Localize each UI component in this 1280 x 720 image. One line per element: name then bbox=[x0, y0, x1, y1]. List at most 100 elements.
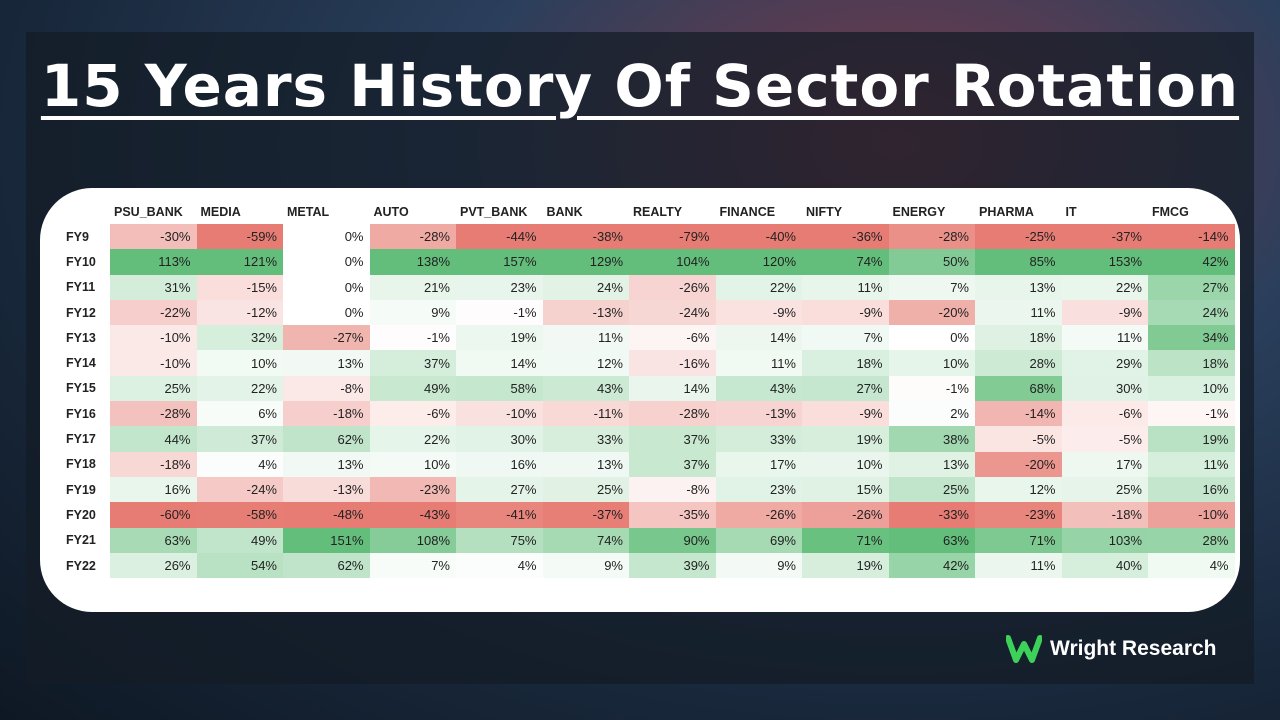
cell: 71% bbox=[802, 527, 889, 553]
cell: 90% bbox=[629, 527, 716, 553]
cell: -28% bbox=[369, 224, 456, 250]
cell: 103% bbox=[1061, 527, 1148, 553]
cell: -27% bbox=[283, 325, 370, 351]
cell: 10% bbox=[802, 451, 889, 477]
cell: 9% bbox=[369, 299, 456, 326]
cell: -9% bbox=[715, 299, 802, 326]
cell: 11% bbox=[975, 552, 1062, 579]
table-row: FY9 -30% -59% 0% -28% -44% -38% -79% -40% -36% -28… bbox=[60, 224, 1235, 250]
cell: 37% bbox=[196, 426, 283, 452]
cell: -9% bbox=[1061, 299, 1148, 326]
row-label: FY16 bbox=[66, 406, 96, 421]
cell: -18% bbox=[283, 401, 370, 427]
cell: 23% bbox=[456, 274, 543, 300]
cell: 42% bbox=[1148, 249, 1235, 275]
column-header: PHARMA bbox=[979, 205, 1034, 219]
cell: 22% bbox=[196, 375, 283, 402]
cell: 28% bbox=[975, 350, 1062, 376]
cell: 62% bbox=[283, 552, 370, 579]
cell: 151% bbox=[283, 527, 370, 553]
cell: 0% bbox=[283, 299, 370, 326]
cell: -1% bbox=[888, 375, 975, 402]
cell: 27% bbox=[456, 476, 543, 503]
cell: -36% bbox=[802, 224, 889, 250]
cell: 14% bbox=[456, 350, 543, 376]
cell: 15% bbox=[802, 476, 889, 503]
row-label: FY9 bbox=[66, 229, 89, 244]
cell: -6% bbox=[369, 401, 456, 427]
cell: 37% bbox=[629, 451, 716, 477]
cell: -37% bbox=[1061, 224, 1148, 250]
cell: -10% bbox=[110, 350, 197, 376]
cell: -41% bbox=[456, 502, 543, 528]
row-label: FY13 bbox=[66, 330, 96, 345]
cell: -48% bbox=[283, 502, 370, 528]
cell: 13% bbox=[283, 350, 370, 376]
cell: 0% bbox=[283, 274, 370, 300]
column-header: IT bbox=[1065, 205, 1077, 219]
cell: 4% bbox=[1148, 552, 1235, 579]
cell: 11% bbox=[802, 274, 889, 300]
cell: 113% bbox=[110, 249, 197, 275]
cell: 11% bbox=[1061, 325, 1148, 351]
column-header: FMCG bbox=[1152, 205, 1189, 219]
table-row: FY20 -60% -58% -48% -43% -41% -37% -35% -26% -26%… bbox=[60, 502, 1235, 528]
cell: 19% bbox=[456, 325, 543, 351]
cell: -6% bbox=[629, 325, 716, 351]
cell: -9% bbox=[802, 401, 889, 427]
cell: -44% bbox=[456, 224, 543, 250]
cell: 0% bbox=[283, 249, 370, 275]
cell: 27% bbox=[1148, 274, 1235, 300]
cell: 22% bbox=[369, 426, 456, 452]
cell: 17% bbox=[715, 451, 802, 477]
cell: 74% bbox=[802, 249, 889, 275]
table-row: FY11 31% -15% 0% 21% 23% 24% -26% 22% 11% 7% 13% 22%… bbox=[60, 274, 1235, 300]
cell: 68% bbox=[975, 375, 1062, 402]
cell: 25% bbox=[1061, 476, 1148, 503]
cell: -16% bbox=[629, 350, 716, 376]
cell: -24% bbox=[629, 299, 716, 326]
cell: -30% bbox=[110, 224, 197, 250]
table-row: FY17 44% 37% 62% 22% 30% 33% 37% 33% 19% 38% -5% -5%… bbox=[60, 426, 1235, 452]
cell: -13% bbox=[715, 401, 802, 427]
cell: 14% bbox=[629, 375, 716, 402]
cell: -24% bbox=[196, 476, 283, 503]
cell: 9% bbox=[715, 552, 802, 579]
cell: -38% bbox=[542, 224, 629, 250]
cell: 121% bbox=[196, 249, 283, 275]
cell: 49% bbox=[196, 527, 283, 553]
row-label: FY14 bbox=[66, 356, 96, 371]
cell: -28% bbox=[110, 401, 197, 427]
cell: 11% bbox=[975, 299, 1062, 326]
cell: 7% bbox=[369, 552, 456, 579]
cell: 34% bbox=[1148, 325, 1235, 351]
cell: 49% bbox=[369, 375, 456, 402]
cell: -1% bbox=[1148, 401, 1235, 427]
cell: 25% bbox=[888, 476, 975, 503]
cell: -1% bbox=[369, 325, 456, 351]
row-label: FY12 bbox=[66, 305, 96, 320]
cell: 10% bbox=[1148, 375, 1235, 402]
cell: -11% bbox=[542, 401, 629, 427]
logo bbox=[1006, 635, 1042, 663]
cell: 21% bbox=[369, 274, 456, 300]
cell: -10% bbox=[110, 325, 197, 351]
cell: 120% bbox=[715, 249, 802, 275]
cell: 0% bbox=[283, 224, 370, 250]
cell: 16% bbox=[110, 476, 197, 503]
cell: 138% bbox=[369, 249, 456, 275]
row-label: FY20 bbox=[66, 507, 96, 522]
cell: 14% bbox=[715, 325, 802, 351]
cell: 54% bbox=[196, 552, 283, 579]
table-row: FY16 -28% 6% -18% -6% -10% -11% -28% -13% -9% 2% -1… bbox=[60, 401, 1235, 427]
cell: -35% bbox=[629, 502, 716, 528]
cell: 25% bbox=[110, 375, 197, 402]
cell: 13% bbox=[888, 451, 975, 477]
row-label: FY19 bbox=[66, 482, 96, 497]
cell: 7% bbox=[802, 325, 889, 351]
table-row: FY19 16% -24% -13% -23% 27% 25% -8% 23% 15% 25% 12%… bbox=[60, 476, 1235, 503]
row-label: FY15 bbox=[66, 381, 96, 396]
cell: 108% bbox=[369, 527, 456, 553]
cell: 0% bbox=[888, 325, 975, 351]
